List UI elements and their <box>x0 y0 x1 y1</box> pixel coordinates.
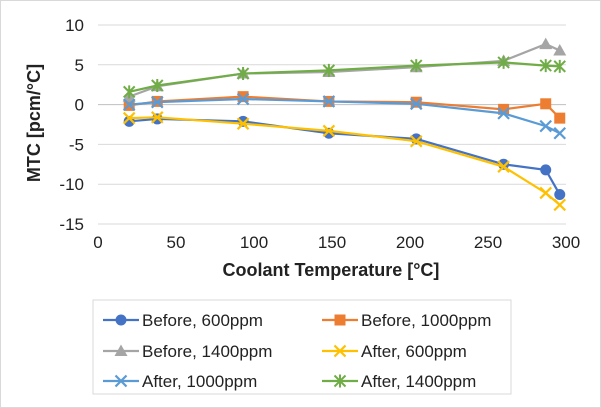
series-group <box>122 37 567 212</box>
y-tick-labels: -15 -10 -5 0 5 10 <box>59 16 84 234</box>
y-tick-label--5: -5 <box>69 135 84 154</box>
legend-entry-1: Before, 600ppm <box>103 311 263 330</box>
legend-box <box>92 299 512 395</box>
series-1-point-8 <box>554 189 566 201</box>
series-6-line <box>128 61 560 93</box>
x-tick-label-250: 250 <box>474 233 502 252</box>
series-6-point-4 <box>322 63 336 77</box>
series-5-line <box>129 97 561 135</box>
y-axis-title: MTC [pcm/°C] <box>24 64 44 182</box>
series-3-point-8 <box>553 43 567 56</box>
series-4-point-7 <box>539 186 552 200</box>
series-1 <box>123 113 566 201</box>
x-tick-label-100: 100 <box>240 233 268 252</box>
series-5-point-8 <box>553 126 567 140</box>
legend-entry-2: Before, 1000ppm <box>322 311 491 330</box>
series-5-point-7 <box>539 119 552 133</box>
series-3-point-7 <box>539 37 553 50</box>
series-5-point-6 <box>497 107 510 120</box>
series-1-point-7 <box>540 164 552 176</box>
series-6-point-1 <box>122 85 136 99</box>
series-4-point-4 <box>322 124 336 138</box>
series-4-point-6 <box>497 160 510 173</box>
y-tick-label--15: -15 <box>59 215 84 234</box>
series-5 <box>122 92 567 140</box>
legend-entry-3: Before, 1400ppm <box>103 342 272 361</box>
legend-entry-4: After, 600ppm <box>322 342 467 361</box>
series-1-line <box>129 117 561 196</box>
x-tick-label-50: 50 <box>167 233 186 252</box>
series-4-line <box>129 116 561 206</box>
series-2-point-7 <box>540 98 552 110</box>
series-1-point-2 <box>151 113 163 125</box>
series-4 <box>122 111 567 212</box>
series-4-point-8 <box>553 198 567 212</box>
legend-marker-5 <box>114 374 128 388</box>
legend-label-1: Before, 600ppm <box>142 311 263 330</box>
gridlines <box>98 24 566 225</box>
series-4-point-1 <box>122 111 136 125</box>
legend-marker-4 <box>333 344 347 358</box>
series-6 <box>122 55 566 99</box>
x-tick-labels: 0 50 100 150 200 250 300 <box>93 233 580 252</box>
series-2-point-3 <box>237 91 249 103</box>
series-6-point-7 <box>539 59 552 73</box>
series-6-point-8 <box>553 59 566 73</box>
x-tick-label-150: 150 <box>318 233 346 252</box>
legend-label-4: After, 600ppm <box>361 342 467 361</box>
series-2-point-8 <box>554 112 566 124</box>
legend-label-6: After, 1400ppm <box>361 372 476 391</box>
legend-label-2: Before, 1000ppm <box>361 311 491 330</box>
x-tick-label-200: 200 <box>396 233 424 252</box>
series-5-point-3 <box>236 92 250 106</box>
y-tick-label-5: 5 <box>75 56 84 75</box>
series-5-point-1 <box>122 98 136 111</box>
series-1-point-6 <box>498 158 510 170</box>
series-5-point-2 <box>151 95 164 109</box>
legend-marker-2 <box>334 314 346 326</box>
legend-entry-5: After, 1000ppm <box>103 372 257 391</box>
legend-label-3: Before, 1400ppm <box>142 342 272 361</box>
series-6-point-6 <box>497 55 510 69</box>
series-4-point-2 <box>151 111 164 124</box>
y-tick-label-10: 10 <box>65 16 84 35</box>
legend-entry-6: After, 1400ppm <box>322 372 476 391</box>
series-2-point-6 <box>498 103 510 115</box>
x-axis-title: Coolant Temperature [°C] <box>223 260 440 280</box>
legend-marker-3 <box>114 344 128 356</box>
legend-marker-6 <box>333 374 347 388</box>
series-5-point-4 <box>322 95 336 108</box>
x-tick-label-300: 300 <box>552 233 580 252</box>
legend: Before, 600ppm Before, 1000ppm Before, 140… <box>103 311 491 391</box>
series-4-point-5 <box>409 134 423 148</box>
series-6-point-3 <box>236 67 250 81</box>
series-6-point-5 <box>410 59 423 73</box>
series-5-point-5 <box>409 97 423 111</box>
series-2-point-5 <box>410 96 422 108</box>
x-tick-label-0: 0 <box>93 233 102 252</box>
legend-label-5: After, 1000ppm <box>142 372 257 391</box>
series-4-point-3 <box>236 117 250 130</box>
series-6-point-2 <box>151 78 164 92</box>
y-tick-label-0: 0 <box>75 96 84 115</box>
y-tick-label--10: -10 <box>59 175 84 194</box>
legend-marker-1 <box>115 314 127 326</box>
